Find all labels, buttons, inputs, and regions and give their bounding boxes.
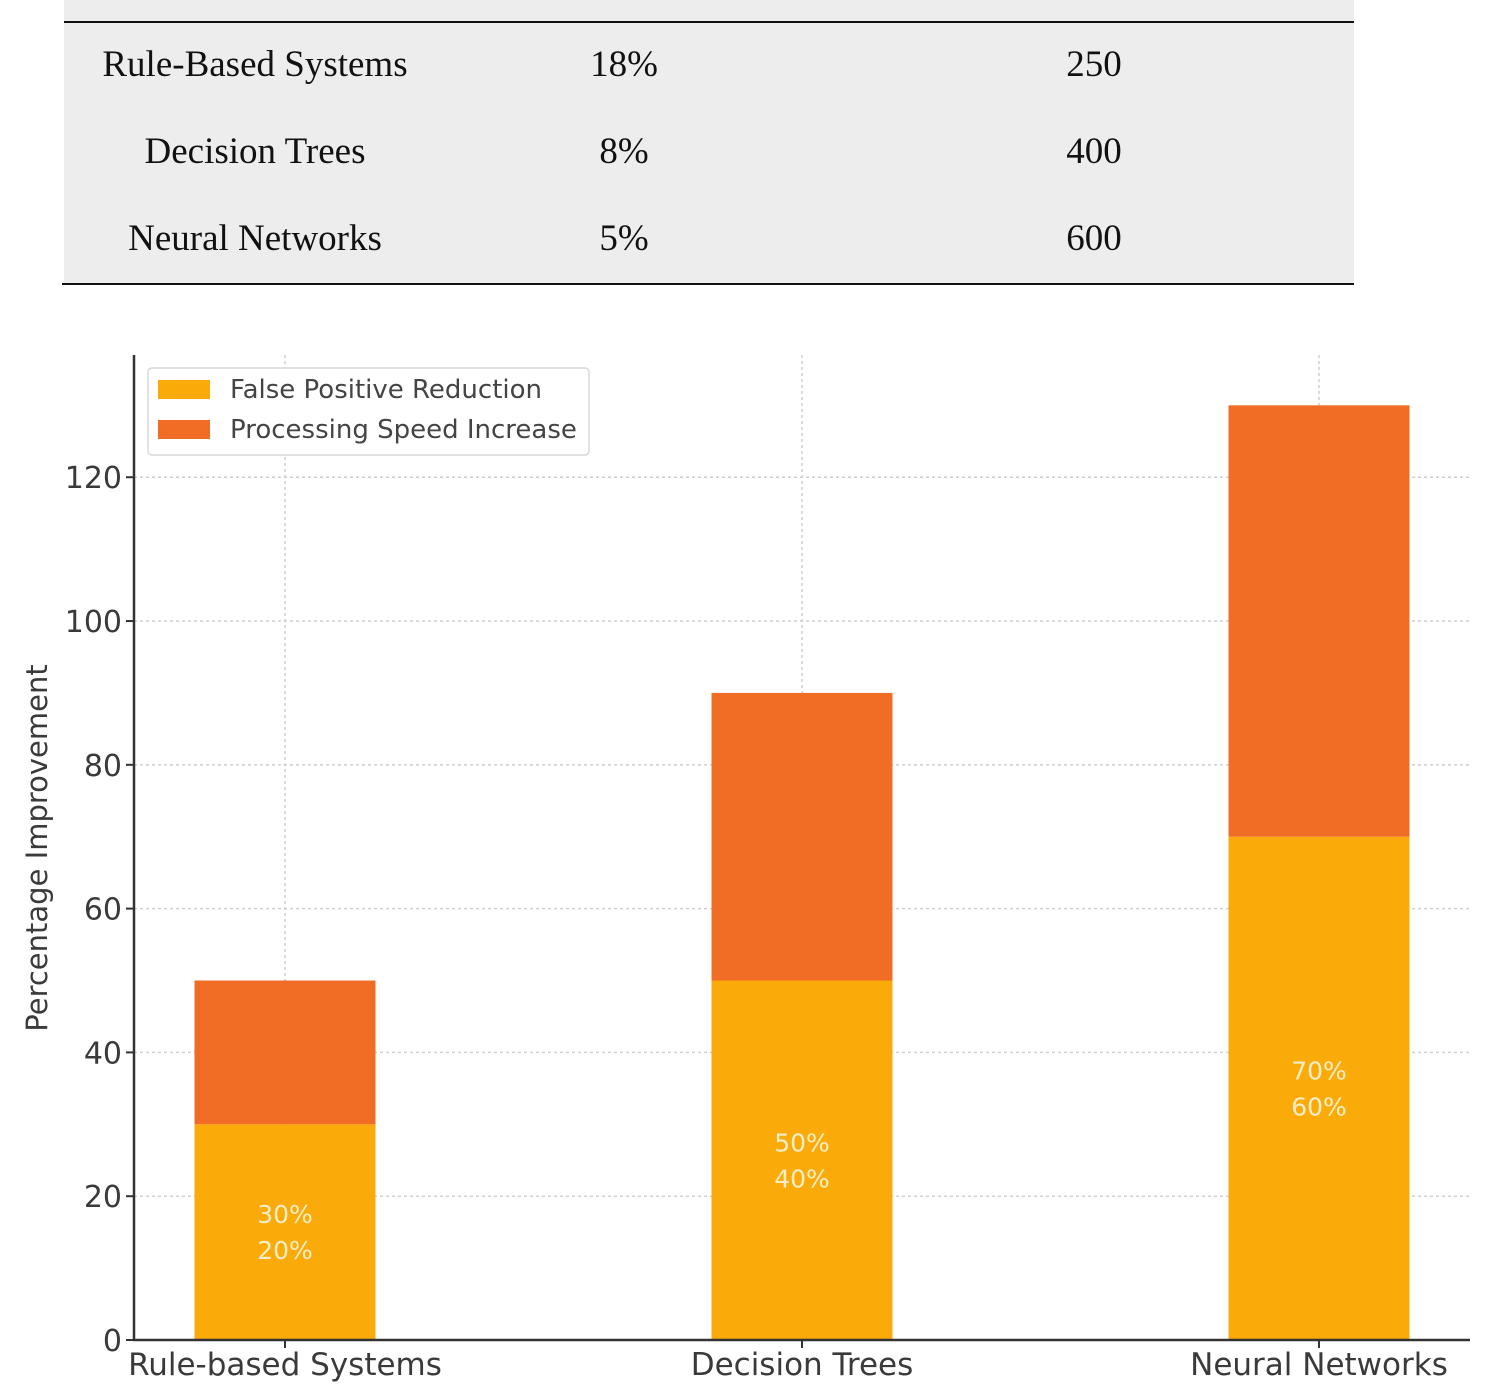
bars — [194, 405, 1410, 1340]
bar-segment — [194, 980, 376, 1125]
bar-segment — [1228, 836, 1410, 1340]
bar-data-label: 30% — [257, 1200, 313, 1229]
legend-swatch — [158, 380, 210, 399]
table-cell-col2: 18% — [590, 44, 658, 85]
table-cell-col3: 600 — [1066, 218, 1122, 259]
legend-label: Processing Speed Increase — [230, 415, 577, 445]
table-cell-col2: 5% — [599, 218, 649, 259]
legend-label: False Positive Reduction — [230, 375, 542, 405]
legend: False Positive Reduction Processing Speed… — [147, 367, 590, 456]
table-cell-col3: 400 — [1066, 131, 1122, 172]
x-tick-label: Decision Trees — [691, 1347, 914, 1383]
table-cell-method: Rule-Based Systems — [102, 44, 408, 85]
table-row: Rule-Based Systems 18% 250 — [64, 21, 1354, 108]
y-tick-label: 20 — [84, 1180, 122, 1215]
y-tick-label: 40 — [84, 1036, 122, 1071]
bar-segment — [1228, 405, 1410, 837]
table-cell-method: Decision Trees — [144, 131, 366, 172]
table-row: Neural Networks 5% 600 — [64, 195, 1354, 282]
y-axis-label: Percentage Improvement — [20, 664, 54, 1031]
legend-swatch — [158, 420, 210, 439]
x-tick-label: Rule-based Systems — [128, 1347, 442, 1383]
table-cell-col2: 8% — [599, 131, 649, 172]
y-tick-label: 80 — [84, 749, 122, 784]
table-cell-method: Neural Networks — [128, 218, 382, 259]
table-row: Decision Trees 8% 400 — [64, 108, 1354, 195]
y-tick-label: 120 — [65, 461, 122, 496]
bar-data-label: 20% — [257, 1236, 313, 1265]
y-tick-label: 0 — [103, 1324, 122, 1359]
table-top-rule — [64, 21, 1354, 23]
bar-segment — [194, 1124, 376, 1340]
bar-segment — [711, 692, 893, 981]
table-bottom-rule — [62, 283, 1354, 285]
labels: 0 20 40 60 80 100 120 Rule-based Systems Decisio… — [20, 461, 1448, 1383]
x-tick-label: Neural Networks — [1190, 1347, 1448, 1383]
bar-data-label: 50% — [774, 1128, 830, 1157]
results-table — [64, 0, 1354, 285]
bar-data-label: 60% — [1291, 1092, 1347, 1121]
bar-data-label: 70% — [1291, 1056, 1347, 1085]
bar-segment — [711, 980, 893, 1340]
axes — [126, 355, 1470, 1348]
y-tick-label: 100 — [65, 605, 122, 640]
table-cell-col3: 250 — [1066, 44, 1122, 85]
legend-box — [147, 367, 590, 456]
y-tick-label: 60 — [84, 893, 122, 928]
bar-data-label: 40% — [774, 1164, 830, 1193]
